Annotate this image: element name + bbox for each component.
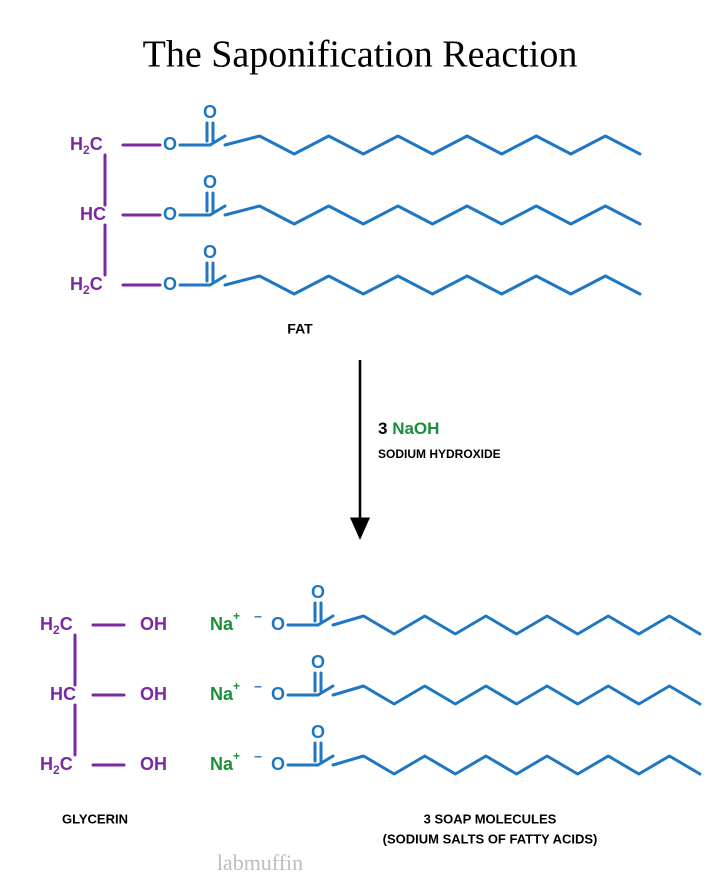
oxygen-label: O [203,242,217,262]
svg-text:H2C: H2C [70,274,103,297]
page-title: The Saponification Reaction [143,34,578,76]
oxygen-label: O [203,102,217,122]
atom-label: HC [80,204,106,224]
charge-minus: – [254,678,262,694]
atom-label: H2C [70,134,103,157]
svg-text:H2C: H2C [40,614,73,637]
oxygen-label: O [271,684,285,704]
glycerin-caption: GLYCERIN [62,811,128,826]
charge-minus: – [254,608,262,624]
soap-chain-1 [333,686,700,704]
soap-chain-2 [333,756,700,774]
oxygen-label: O [271,754,285,774]
atom-label: H2C [70,274,103,297]
oh-label: OH [140,684,167,704]
oxygen-label: O [311,582,325,602]
atom-label: HC [50,684,76,704]
sodium-ion: Na+ [210,749,240,774]
reagent-name: SODIUM HYDROXIDE [378,447,501,461]
svg-text:H2C: H2C [40,754,73,777]
fatty-chain-1 [225,206,640,224]
atom-label: H2C [40,614,73,637]
fat-caption: FAT [287,321,313,337]
oxygen-label: O [163,134,177,154]
svg-text:H2C: H2C [70,134,103,157]
oxygen-label: O [311,722,325,742]
oh-label: OH [140,614,167,634]
oxygen-label: O [163,204,177,224]
atom-label: H2C [40,754,73,777]
oxygen-label: O [271,614,285,634]
soap-chain-0 [333,616,700,634]
oxygen-label: O [163,274,177,294]
fatty-chain-0 [225,136,640,154]
sodium-ion: Na+ [210,679,240,704]
fatty-chain-2 [225,276,640,294]
charge-minus: – [254,748,262,764]
reagent-count: 3 NaOH [378,419,439,438]
oh-label: OH [140,754,167,774]
oxygen-label: O [203,172,217,192]
watermark: labmuffin [217,850,303,875]
soap-caption-2: (SODIUM SALTS OF FATTY ACIDS) [383,831,598,846]
sodium-ion: Na+ [210,609,240,634]
oxygen-label: O [311,652,325,672]
soap-caption-1: 3 SOAP MOLECULES [424,811,557,826]
